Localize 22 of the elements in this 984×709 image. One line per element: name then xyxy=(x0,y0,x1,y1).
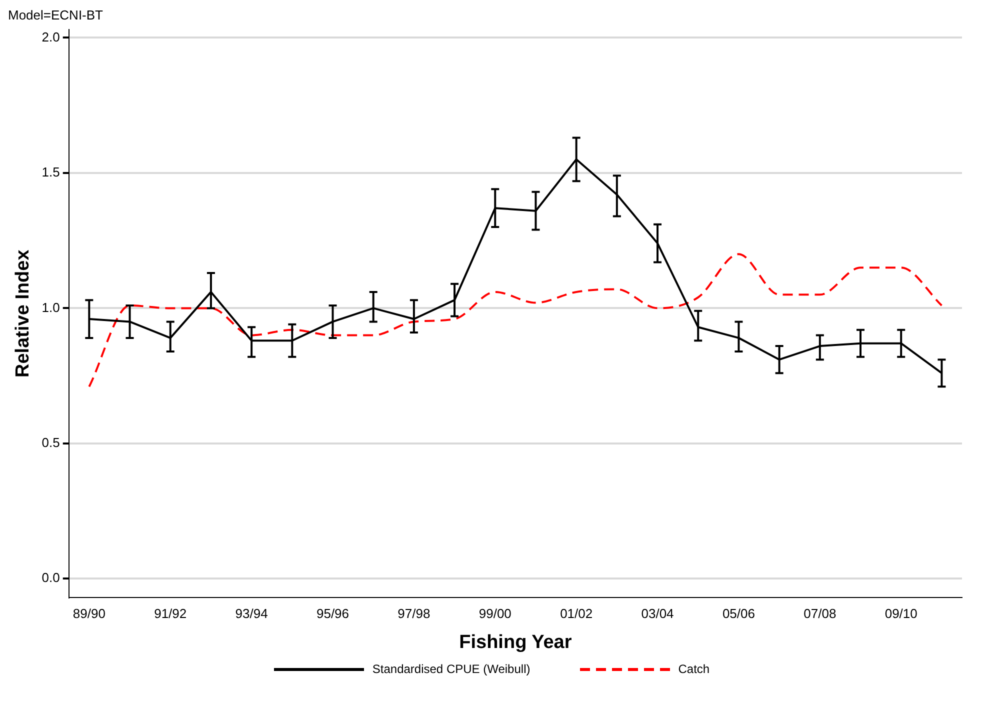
x-tick-label: 97/98 xyxy=(398,606,430,621)
x-tick-label: 89/90 xyxy=(72,606,106,621)
x-tick-label: 99/00 xyxy=(478,606,512,621)
chart-title: Model=ECNI-BT xyxy=(8,7,104,22)
x-tick-label: 95/96 xyxy=(316,606,350,621)
x-tick-label: 93/94 xyxy=(235,606,268,621)
line-series xyxy=(88,253,943,388)
y-axis-title: Relative Index xyxy=(12,249,34,378)
y-tick-label: 0.0 xyxy=(42,570,60,586)
legend-label: Standardised CPUE (Weibull) xyxy=(372,662,530,676)
x-axis-title: Fishing Year xyxy=(459,632,572,653)
y-tick-label: 0.5 xyxy=(42,435,60,450)
x-tick-label: 03/04 xyxy=(641,606,674,621)
x-tick-label: 07/08 xyxy=(804,606,836,621)
x-tick-label: 91/92 xyxy=(154,606,187,621)
y-tick-label: 1.0 xyxy=(42,300,60,315)
y-tick-label: 1.5 xyxy=(42,164,60,180)
x-tick-label: 05/06 xyxy=(722,606,755,621)
x-tick-label: 09/10 xyxy=(884,606,918,621)
y-tick-label: 2.0 xyxy=(42,29,60,44)
x-tick-label: 01/02 xyxy=(560,606,593,621)
legend-label: Catch xyxy=(678,662,710,676)
